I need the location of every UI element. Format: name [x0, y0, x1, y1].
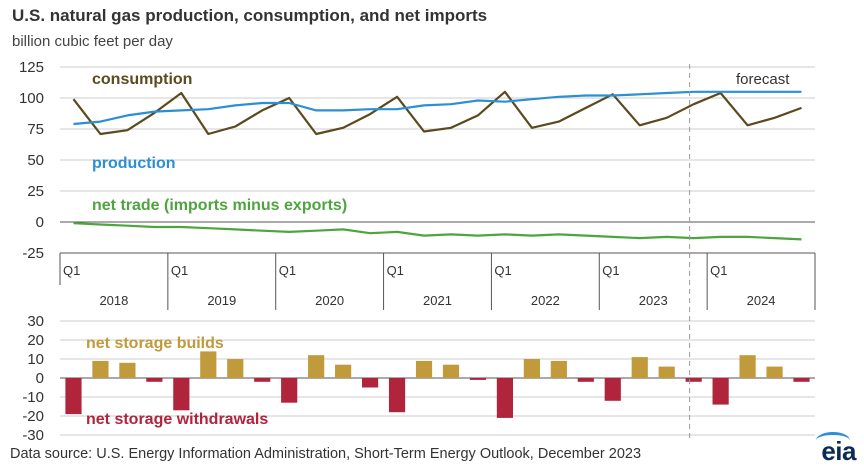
top-y-tick-label: 0: [36, 214, 44, 231]
bottom-y-axis: 30 20 10 0 -10 -20 -30: [22, 313, 44, 444]
top-y-tick-label: 50: [27, 152, 44, 169]
top-y-tick-label: 25: [27, 183, 44, 200]
storage-bar: [281, 378, 298, 403]
net-trade-line: [73, 222, 802, 241]
year-tick-label: 2022: [531, 293, 560, 308]
bottom-y-tick-label: 30: [27, 313, 44, 330]
top-y-tick-label: 100: [19, 90, 44, 107]
storage-bar: [442, 364, 460, 378]
storage-bar: [469, 378, 487, 380]
year-tick-label: 2021: [423, 293, 452, 308]
storage-bar: [227, 359, 244, 378]
storage-bar: [523, 359, 540, 378]
year-tick-label: 2024: [747, 293, 776, 308]
storage-bars: [65, 351, 810, 418]
quarter-tick-label: Q1: [494, 263, 511, 278]
storage-bar: [335, 364, 352, 378]
quarter-tick-label: Q1: [171, 263, 188, 278]
eia-logo: eia: [821, 436, 856, 466]
production-label: production: [92, 155, 176, 172]
bottom-y-tick-label: -20: [22, 408, 44, 425]
storage-bar: [550, 360, 567, 378]
storage-bar: [173, 378, 190, 411]
storage-bar: [712, 378, 729, 405]
storage-bar: [496, 378, 513, 418]
storage-bar: [65, 378, 82, 415]
bottom-y-tick-label: 0: [36, 370, 44, 387]
storage-bar: [200, 351, 217, 378]
year-tick-label: 2020: [315, 293, 344, 308]
consumption-label: consumption: [92, 71, 192, 88]
net-trade-label: net trade (imports minus exports): [92, 197, 347, 214]
storage-bar: [308, 355, 325, 378]
quarter-tick-label: Q1: [602, 263, 619, 278]
storage-bar: [577, 378, 594, 382]
storage-bar: [415, 360, 433, 378]
series-lines: [72, 90, 802, 241]
quarter-tick-label: Q1: [710, 263, 727, 278]
bottom-y-tick-label: 10: [27, 351, 44, 368]
storage-bar: [685, 378, 702, 382]
storage-bar: [793, 378, 810, 382]
bottom-y-tick-label: -10: [22, 389, 44, 406]
storage-bar: [658, 366, 675, 378]
production-line: [73, 90, 802, 126]
data-source-note: Data source: U.S. Energy Information Adm…: [10, 446, 642, 462]
year-tick-label: 2023: [639, 293, 668, 308]
storage-bar: [631, 357, 648, 378]
storage-bar: [119, 362, 136, 378]
year-tick-label: 2018: [99, 293, 128, 308]
net-storage-builds-label: net storage builds: [86, 335, 224, 352]
bottom-y-tick-label: 20: [27, 332, 44, 349]
quarter-tick-label: Q1: [387, 263, 404, 278]
bottom-y-tick-label: -30: [22, 427, 44, 444]
year-tick-label: 2019: [207, 293, 236, 308]
quarter-tick-label: Q1: [63, 263, 80, 278]
storage-bar: [388, 378, 406, 413]
chart-subtitle: billion cubic feet per day: [12, 33, 173, 50]
eia-logo-arc: [816, 432, 850, 449]
time-axis: Q1 2018 Q1 2019 Q1 2020 Q1 2021 Q1 2022 Q1 2023 Q1 20…: [59, 252, 816, 310]
top-y-tick-label: -25: [22, 245, 44, 262]
storage-bar: [739, 355, 756, 378]
storage-bar: [604, 378, 621, 401]
forecast-label: forecast: [736, 71, 790, 88]
storage-bar: [92, 360, 109, 378]
net-storage-withdrawals-label: net storage withdrawals: [86, 411, 268, 428]
storage-bar: [362, 378, 379, 388]
top-y-tick-label: 75: [27, 121, 44, 138]
chart-title: U.S. natural gas production, consumption…: [12, 6, 488, 25]
quarter-tick-label: Q1: [279, 263, 296, 278]
storage-bar: [254, 378, 271, 382]
storage-bar: [146, 378, 163, 382]
storage-bar: [766, 366, 783, 378]
consumption-line: [72, 90, 802, 136]
top-y-tick-label: 125: [19, 59, 44, 76]
top-y-axis: 125 100 75 50 25 0 -25: [19, 59, 44, 262]
